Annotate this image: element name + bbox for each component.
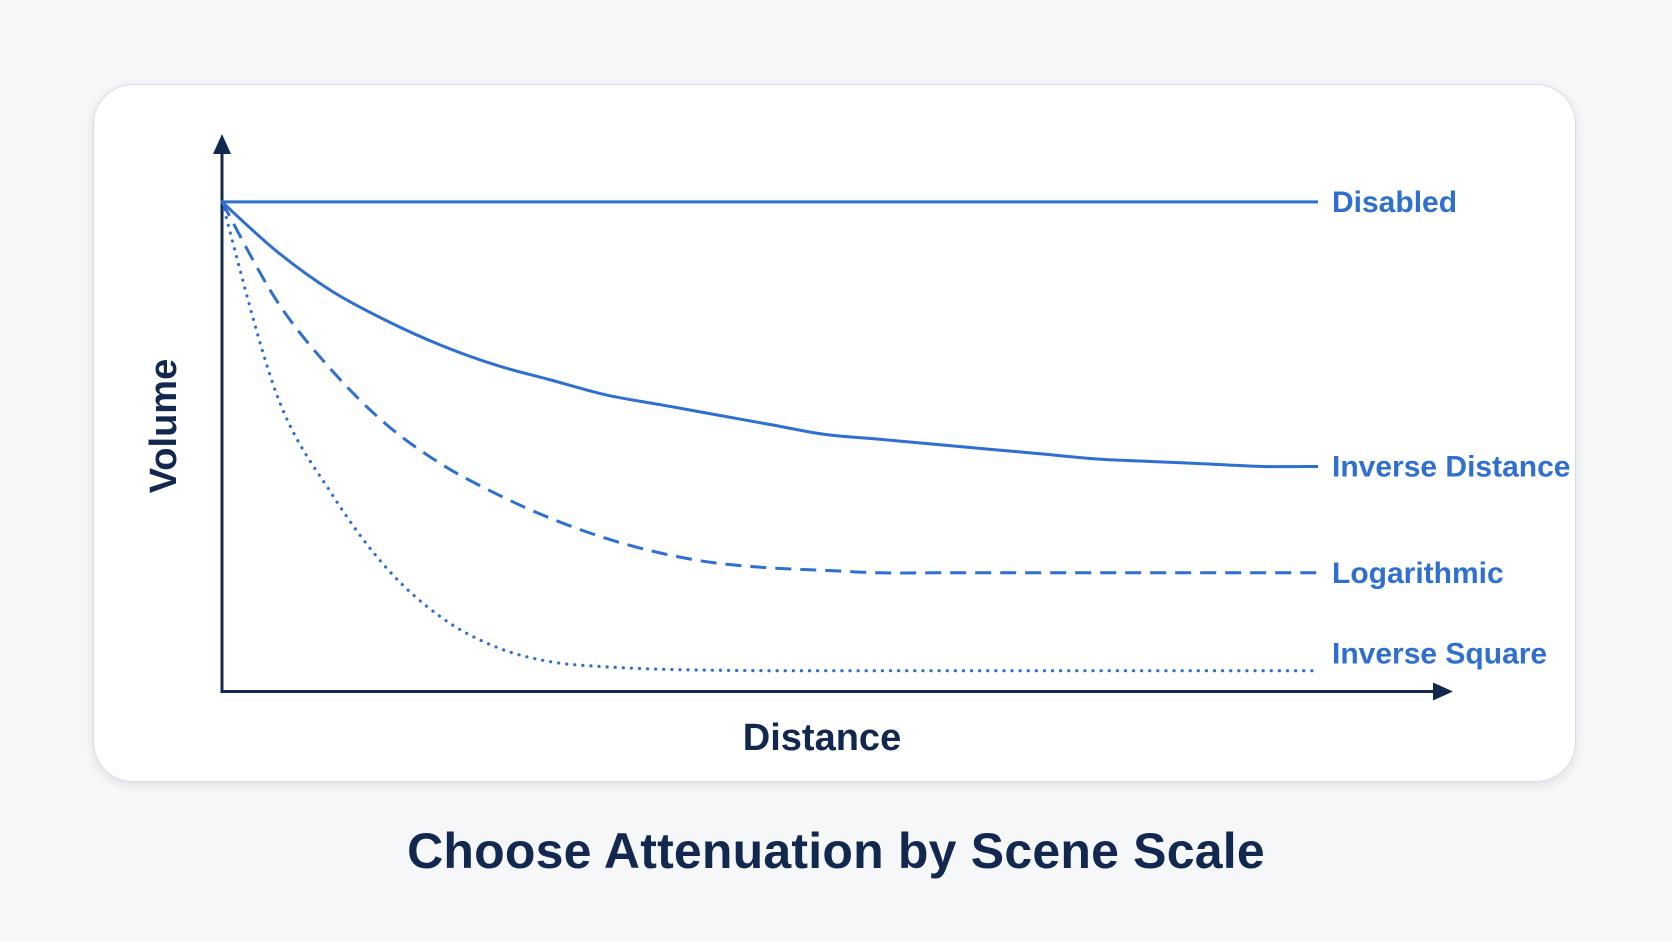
series-line-inverse-square: [220, 200, 1320, 673]
chart-card: [93, 84, 1576, 782]
series-label-logarithmic: Logarithmic: [1332, 557, 1504, 590]
series-label-disabled: Disabled: [1332, 186, 1457, 219]
y-axis-label: Volume: [143, 359, 185, 493]
y-axis-arrow-icon: [213, 134, 231, 154]
series-label-inverse-square: Inverse Square: [1332, 638, 1547, 671]
chart-title: Choose Attenuation by Scene Scale: [407, 823, 1265, 879]
series-label-inverse-distance: Inverse Distance: [1332, 451, 1570, 484]
chart-axes: Distance Volume: [143, 134, 1453, 759]
series-layer: Disabled Inverse Distance Logarithmic Inver…: [220, 186, 1570, 673]
series-line-logarithmic: [220, 201, 1318, 575]
x-axis-label: Distance: [743, 717, 901, 759]
series-line-inverse-distance: [220, 200, 1319, 469]
x-axis-arrow-icon: [1433, 682, 1453, 701]
